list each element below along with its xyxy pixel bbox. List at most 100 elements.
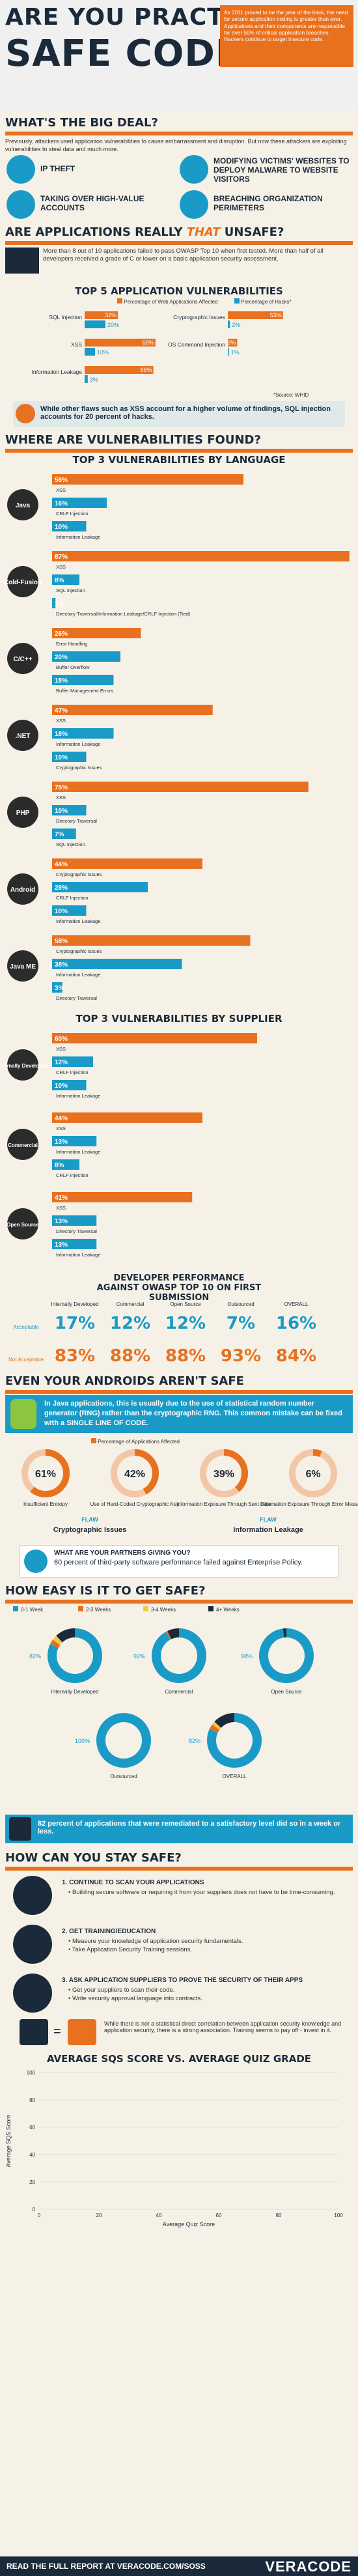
divider <box>5 1867 353 1871</box>
android-icon <box>10 1399 36 1429</box>
bar-label: XSS <box>56 1046 66 1052</box>
bar <box>52 1192 193 1202</box>
flaw-label: FLAW <box>81 1516 98 1523</box>
data-label: 28% <box>55 885 68 892</box>
intro-box: As 2011 proved to be the year of the hac… <box>220 5 353 67</box>
big-deal-item: IP THEFT <box>40 164 76 173</box>
bar <box>52 858 202 869</box>
data-label: 61% <box>35 1469 56 1480</box>
header: ARE YOU PRACTICING SAFE CODING? As 2011 … <box>0 0 358 111</box>
step-title: 1. CONTINUE TO SCAN YOUR APPLICATIONS <box>62 1879 204 1886</box>
account-icon <box>7 190 35 219</box>
flaw-label: FLAW <box>260 1516 277 1523</box>
tick-label: 40 <box>29 2152 35 2158</box>
brand-logo: VERACODE <box>265 2558 351 2575</box>
bar-label: Cryptographic Issues <box>56 871 102 877</box>
tick-label: 60 <box>29 2125 35 2130</box>
stay-heading: HOW CAN YOU STAY SAFE? <box>5 1851 182 1865</box>
bar <box>228 339 238 347</box>
footer-link[interactable]: READ THE FULL REPORT AT VERACODE.COM/SOS… <box>7 2562 206 2571</box>
data-label: 18% <box>55 677 68 685</box>
unsafe-text: More than 8 out of 10 applications faile… <box>43 248 324 263</box>
bar <box>52 1056 93 1067</box>
group-icon <box>7 797 38 828</box>
bar <box>52 982 62 993</box>
equals-icon: = <box>53 2024 61 2039</box>
data-label: 13% <box>55 1139 68 1146</box>
top5-chart: SQL Injection 32% 20% XSS 68% 10% Information … <box>32 311 283 383</box>
big-deal-heading: WHAT'S THE BIG DEAL? <box>5 116 158 130</box>
legend-swatch <box>78 1606 83 1611</box>
data-label: 41% <box>55 1195 68 1202</box>
tick-label: 20 <box>96 2213 102 2218</box>
data-label: 10% <box>97 349 109 356</box>
group-icon <box>7 950 38 982</box>
supplier-chart: Internally Developed 60% XSS 12% CRLF Inject… <box>0 1033 257 1258</box>
bar <box>52 651 120 662</box>
data-label: 88% <box>110 1346 150 1366</box>
data-label: 10% <box>55 808 68 815</box>
column-header: Open Source <box>170 1301 201 1307</box>
big-deal-item: MODIFYING VICTIMS' WEBSITES TO DEPLOY MA… <box>213 156 350 184</box>
pie-hole <box>161 1637 197 1674</box>
data-label: 38% <box>55 961 68 969</box>
step-bullet: • Write security approval language into … <box>68 1995 202 2002</box>
data-label: 3% <box>90 376 98 383</box>
android-box: In Java applications, this is usually du… <box>5 1395 353 1433</box>
column-header: Outsourced <box>227 1301 254 1307</box>
pen-icon <box>16 404 35 423</box>
divider <box>5 1600 353 1604</box>
pie-label: Internally Developed <box>51 1689 99 1695</box>
slice-label: Use of Hard-Coded Cryptographic Key <box>90 1501 180 1507</box>
bar-label: Directory Traversal <box>56 818 97 824</box>
bar <box>52 705 213 715</box>
data-label: 44% <box>55 861 68 868</box>
bar-label: XSS <box>56 487 66 493</box>
data-label: 10% <box>55 1083 68 1090</box>
bar-label: CRLF Injection <box>56 511 89 517</box>
step-title: 2. GET TRAINING/EDUCATION <box>62 1928 156 1935</box>
slice-label: Information Exposure Through Sent Data <box>176 1501 271 1507</box>
bar-label: Information Leakage <box>56 1252 100 1258</box>
bar <box>228 311 283 319</box>
group-icon <box>7 566 38 597</box>
slice-label: Insufficient Entropy <box>23 1501 68 1507</box>
data-label: 87% <box>55 554 68 561</box>
bar <box>52 728 114 739</box>
group-label: Cold-Fusion <box>4 579 42 586</box>
data-label: 10% <box>55 908 68 915</box>
developer-table: Internally Developed Commercial Open Sourc… <box>8 1301 316 1366</box>
easy-note: 82 percent of applications that were rem… <box>38 1820 341 1835</box>
bar <box>85 366 154 374</box>
pie-hole <box>105 1722 142 1759</box>
data-label: 7% <box>227 1314 255 1333</box>
data-label: 68% <box>143 339 154 346</box>
group-label: Information Leakage <box>233 1526 303 1534</box>
big-deal-item: TAKING OVER HIGH-VALUE ACCOUNTS <box>40 194 145 212</box>
android-text: In Java applications, this is usually du… <box>44 1400 342 1427</box>
data-label: 26% <box>55 630 68 638</box>
bar-label: XSS <box>56 795 66 800</box>
bar <box>52 1159 79 1170</box>
bar-label: Information Leakage <box>56 972 100 978</box>
data-label: 8% <box>55 1162 64 1169</box>
bar-label: CRLF Injection <box>56 1172 89 1178</box>
bar <box>52 628 141 638</box>
tick-label: 80 <box>276 2213 282 2218</box>
group-label: Commercial <box>8 1142 38 1148</box>
bar <box>85 375 88 383</box>
data-label: 13% <box>55 1218 68 1225</box>
bar <box>52 905 87 916</box>
legend-label: 3-4 Weeks <box>151 1607 176 1613</box>
data-label: 12% <box>55 1059 68 1066</box>
data-label: 84% <box>276 1346 316 1366</box>
partners-question: WHAT ARE YOUR PARTNERS GIVING YOU? <box>54 1550 191 1557</box>
group-label: Open Source <box>7 1222 39 1228</box>
legend-item: Percentage of Applications Affected <box>91 1438 180 1445</box>
bar-label: Information Leakage <box>56 534 100 540</box>
data-label: 1% <box>55 601 64 608</box>
note-box: While other flaws such as XSS account fo… <box>13 401 345 427</box>
android-heading: EVEN YOUR ANDROIDS AREN'T SAFE <box>5 1374 244 1388</box>
big-deal-item: BREACHING ORGANIZATION PERIMETERS <box>213 194 323 212</box>
data-label: 17% <box>55 1314 95 1333</box>
